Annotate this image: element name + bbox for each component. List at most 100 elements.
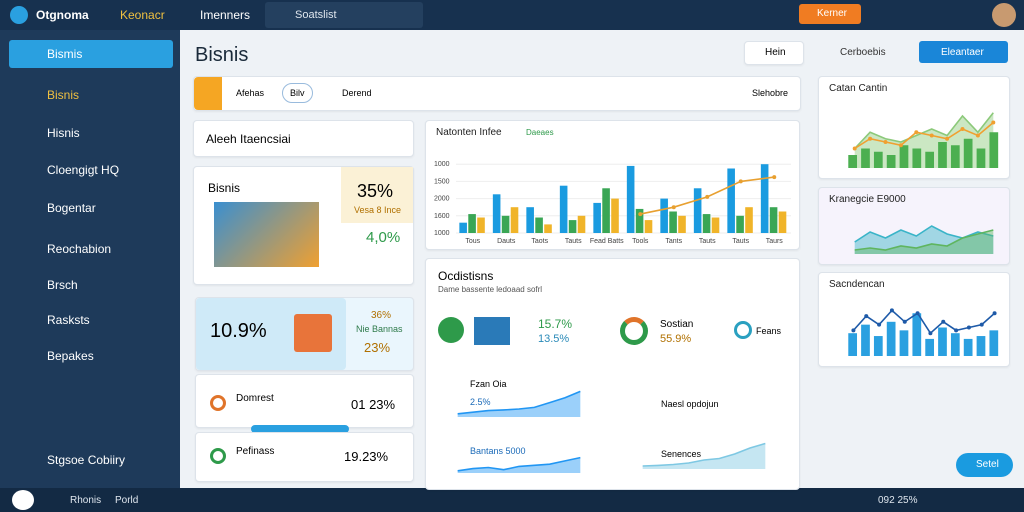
stat: 13.5% <box>538 333 570 345</box>
point <box>902 319 907 324</box>
bar <box>559 185 568 233</box>
bar <box>644 220 653 233</box>
bar <box>950 333 960 356</box>
x-tick-label: Fead Batts <box>590 238 624 245</box>
bar <box>963 138 973 168</box>
point <box>772 175 777 180</box>
point <box>954 328 959 333</box>
tool[interactable]: Afehas <box>236 88 265 98</box>
bar <box>459 222 467 233</box>
y-tick-label: 1600 <box>434 213 450 220</box>
footer-text: Porld <box>115 495 139 506</box>
point <box>929 133 934 138</box>
x-tick-label: Tauts <box>565 238 582 245</box>
tool[interactable]: Derend <box>342 88 372 98</box>
icon <box>734 321 752 339</box>
icon <box>438 317 464 343</box>
bar <box>769 207 778 233</box>
bar <box>938 142 947 168</box>
chart-card: Catan Cantin <box>818 76 1010 179</box>
menu-button[interactable] <box>194 77 222 110</box>
stat: 4,0% <box>366 229 401 246</box>
search-box[interactable]: Soatslist <box>265 2 423 28</box>
tool[interactable]: Bilv <box>282 83 313 103</box>
x-tick-label: Tous <box>465 238 480 245</box>
bar <box>938 327 947 356</box>
nav-item[interactable]: Brsch <box>47 278 78 292</box>
mini-label: Fzan Oia <box>470 379 507 389</box>
nav-item[interactable]: Reochabion <box>47 242 112 256</box>
mini-label: Bantans 5000 <box>470 446 526 456</box>
panel-title: Ocdistisns <box>438 269 494 283</box>
bar <box>925 338 935 356</box>
chart-title: Sacndencan <box>829 279 885 290</box>
nav-item[interactable]: Rasksts <box>47 313 90 327</box>
bar <box>702 214 711 233</box>
chart-card: Kranegcie E9000 <box>818 187 1010 265</box>
select[interactable]: Hein <box>744 41 804 65</box>
bar <box>950 145 960 168</box>
button[interactable]: Kerner <box>799 4 861 24</box>
bar <box>912 313 922 356</box>
tool[interactable]: Slehobre <box>752 88 789 98</box>
chart-card: Sacndencan <box>818 272 1010 367</box>
nav-item[interactable]: Bisnis <box>47 88 80 102</box>
nav-item[interactable]: Stgsoe Cobiiry <box>47 453 126 467</box>
line <box>854 225 994 243</box>
point <box>991 120 996 125</box>
tab[interactable]: Imenners <box>200 8 251 22</box>
area <box>457 391 581 417</box>
topbar: Otgnoma Keonacr Imenners Soatslist Kerne… <box>0 0 1024 30</box>
search-card[interactable]: Aleeh Itaencsiai <box>193 120 414 157</box>
stat: 15.7% <box>538 317 573 331</box>
bar <box>736 215 744 233</box>
brand: Otgnoma <box>36 8 89 22</box>
bar <box>526 207 534 233</box>
mini-label: 2.5% <box>470 397 491 407</box>
point <box>864 314 869 319</box>
point <box>914 130 919 135</box>
bar <box>535 217 543 233</box>
panel: Ocdistisns Dame bassente ledoaad sofrl 1… <box>425 258 800 490</box>
point <box>979 322 984 327</box>
bar <box>510 207 519 233</box>
bar <box>745 207 753 233</box>
bar <box>886 321 896 356</box>
avatar[interactable] <box>992 3 1016 27</box>
bar <box>976 148 986 168</box>
row-name: Pefinass <box>236 446 275 457</box>
nav-item[interactable]: Bismis <box>47 47 83 61</box>
kpi-card: 10.9% 36% Nie Bannas 23% <box>195 297 414 371</box>
bar <box>593 202 601 233</box>
button-text: Setel <box>976 459 999 470</box>
search-text: Aleeh Itaencsiai <box>206 132 291 146</box>
line <box>457 390 581 415</box>
nav-item[interactable]: Hisnis <box>47 126 80 140</box>
bar <box>912 148 922 168</box>
link[interactable]: Cerboebis <box>840 47 886 58</box>
button[interactable]: Eleantaer <box>919 41 1008 63</box>
bar <box>963 338 973 356</box>
y-tick-label: 1000 <box>434 230 450 237</box>
chart-title: Kranegcie E9000 <box>829 194 906 205</box>
tab[interactable]: Keonacr <box>120 8 165 22</box>
nav-item[interactable]: Bepakes <box>47 349 94 363</box>
bar <box>886 155 896 168</box>
mini-chart <box>457 456 581 473</box>
bar <box>501 215 510 233</box>
nav-item[interactable]: Cloengigt HQ <box>47 163 120 177</box>
point <box>889 308 894 313</box>
float-button[interactable]: Setel <box>956 453 1013 477</box>
mini-label: Naesl opdojun <box>661 399 719 409</box>
nav-item[interactable]: Bogentar <box>47 201 96 215</box>
area <box>854 230 994 254</box>
icon <box>294 314 332 352</box>
point <box>705 194 710 199</box>
row-name: Domrest <box>236 393 274 404</box>
chart: Catan Cantin <box>829 83 999 168</box>
bar <box>468 214 476 233</box>
bar <box>660 198 668 233</box>
x-tick-label: Tants <box>665 238 682 245</box>
toolbar: Afehas Bilv Derend Slehobre <box>193 76 801 111</box>
